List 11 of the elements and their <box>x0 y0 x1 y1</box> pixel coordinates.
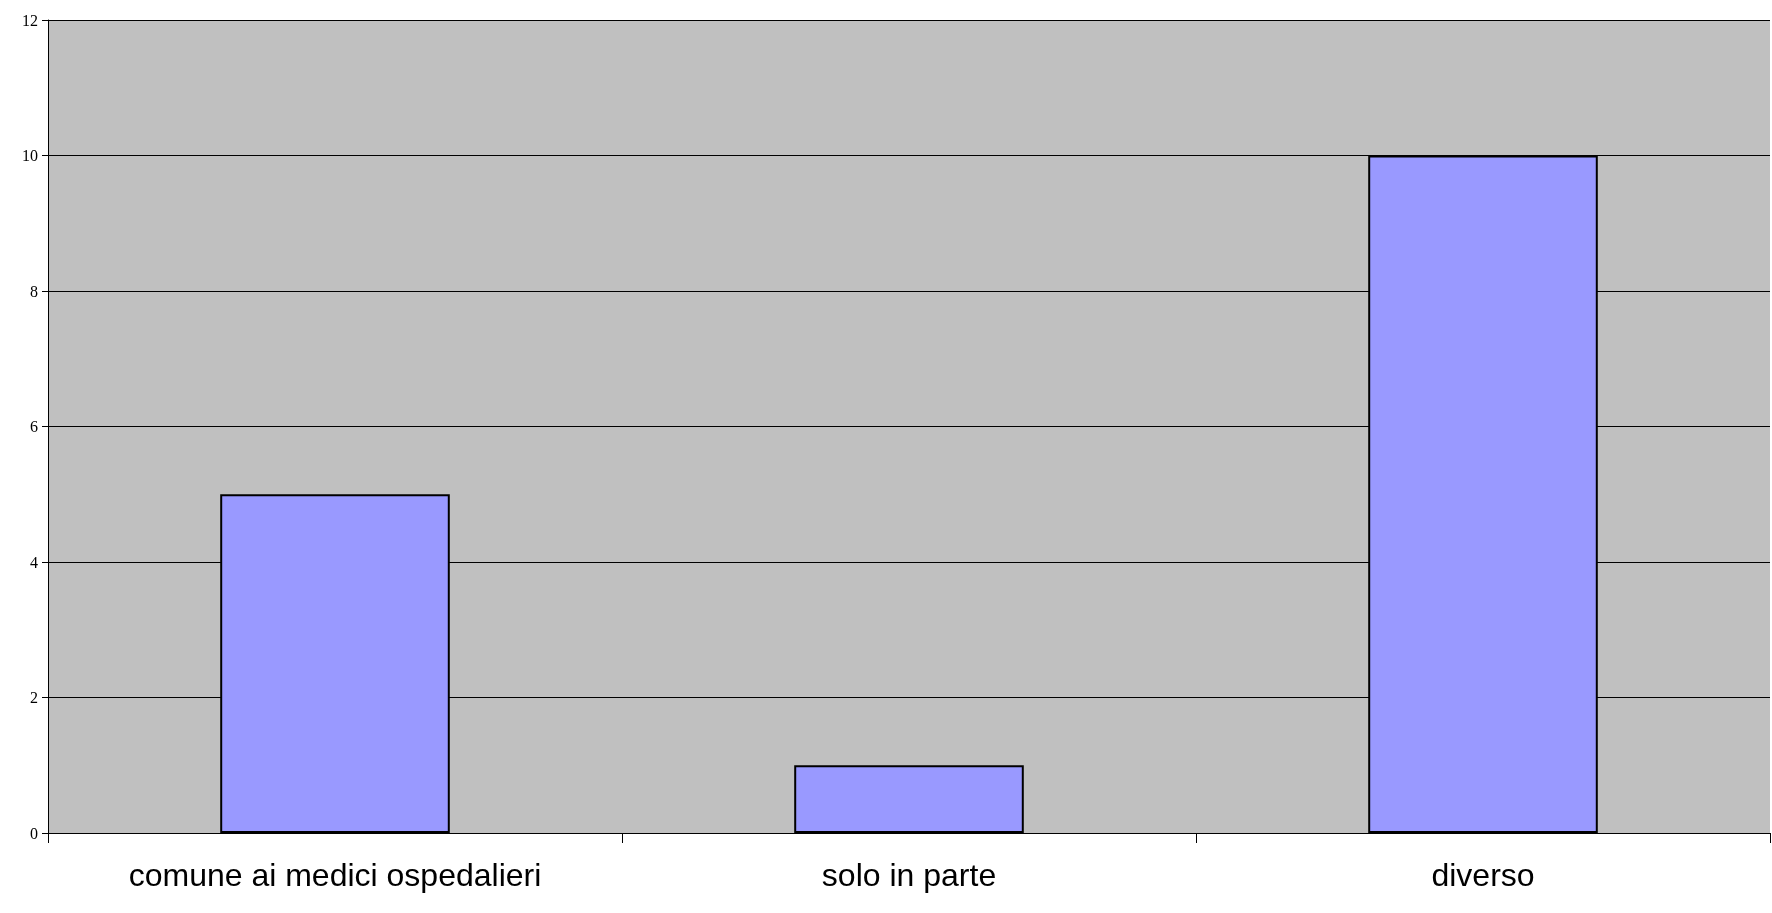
x-tick-label: comune ai medici ospedalieri <box>128 857 542 893</box>
x-tick-label: diverso <box>1431 857 1535 893</box>
x-tick-label: solo in parte <box>821 857 997 893</box>
y-tick-label: 2 <box>30 689 38 706</box>
y-tick-label: 12 <box>22 11 38 29</box>
y-tick-label: 6 <box>30 418 38 435</box>
bar <box>794 765 1024 833</box>
y-tick-label: 8 <box>30 282 38 300</box>
y-tick-label: 4 <box>30 553 38 571</box>
y-tick-label: 10 <box>22 147 38 164</box>
y-tick-label: 0 <box>30 824 38 842</box>
